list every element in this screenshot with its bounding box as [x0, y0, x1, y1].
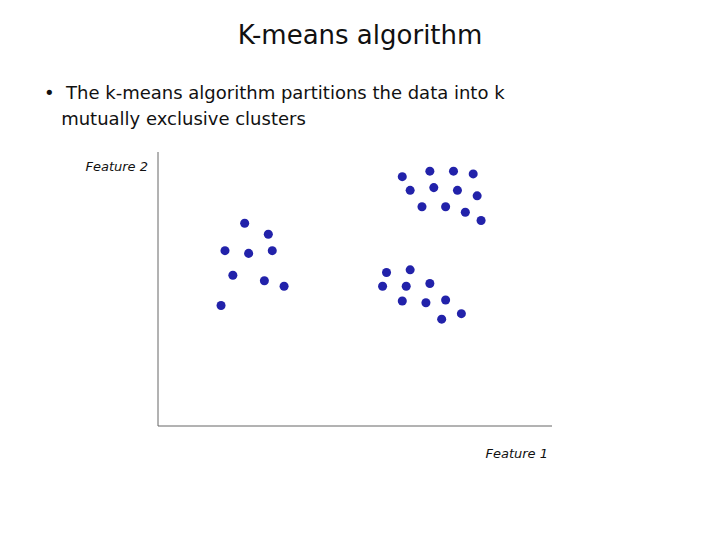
svg-text:Feature 1: Feature 1	[485, 446, 548, 461]
html-text:• The k-means algorithm partit: • The k-means algorithm partitions the d…	[44, 82, 505, 103]
html-text:K-means algorithm: K-means algorithm	[237, 20, 483, 50]
svg-text:Feature 2: Feature 2	[85, 159, 148, 174]
html-text:mutually exclusive clusters: mutually exclusive clusters	[44, 108, 306, 129]
